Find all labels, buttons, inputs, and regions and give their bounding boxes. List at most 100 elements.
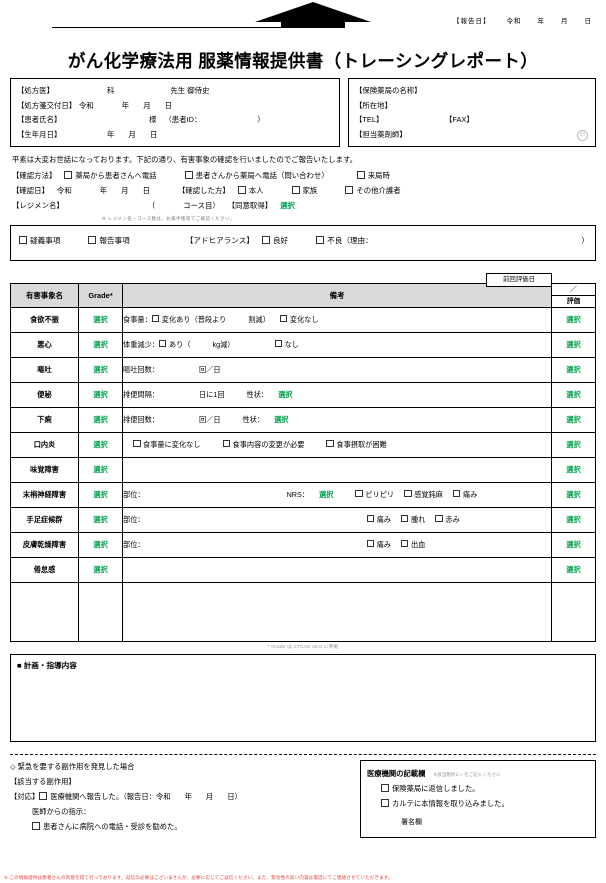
- note-stomatitis[interactable]: 食事量に変化なし 食事内容の変更が必要 食事摂取が困難: [122, 431, 552, 458]
- checkbox-method-visit[interactable]: [356, 170, 365, 179]
- checkbox-stomatitis-diet-change[interactable]: [222, 439, 231, 448]
- confirm-method-row[interactable]: 【確認方法】 薬局から患者さんへ電話 患者さんから薬局へ電話（問い合わせ） 来局時: [12, 170, 596, 183]
- grade-select-nausea[interactable]: 選択: [93, 339, 108, 349]
- grade-blank[interactable]: [78, 581, 123, 642]
- grade-select-vomiting[interactable]: 選択: [93, 364, 108, 374]
- prescriber-row[interactable]: 【処方医】 科 先生 御侍史: [17, 84, 333, 98]
- checkbox-numbness[interactable]: [404, 489, 412, 498]
- regimen-row[interactable]: 【レジメン名】 （ コース目） 【同意取得】 選択: [12, 200, 596, 213]
- defecation-interval-label: 排便間隔：: [123, 389, 159, 399]
- eval-select-constipation[interactable]: 選択: [566, 389, 581, 399]
- checkbox-meal-unchanged[interactable]: [279, 314, 288, 323]
- ae-name-appetite-loss: 食欲不振: [10, 306, 79, 333]
- eval-select-vomiting[interactable]: 選択: [566, 364, 581, 374]
- checkbox-who-family[interactable]: [291, 185, 300, 194]
- confirm-date-row[interactable]: 【確認日】 令和 年 月 日 【確認した方】 本人 家族 その他介護者: [12, 185, 596, 198]
- grade-select-dysgeusia[interactable]: 選択: [93, 464, 108, 474]
- hospital-option-1-row[interactable]: カルテに本情報を取り込みました。: [367, 796, 589, 811]
- stool-form-select-constipation[interactable]: 選択: [278, 389, 293, 399]
- grade-select-constipation[interactable]: 選択: [93, 389, 108, 399]
- grade-select-diarrhea[interactable]: 選択: [93, 414, 108, 424]
- note-fatigue[interactable]: [122, 556, 552, 583]
- note-dry-skin[interactable]: 部位： 痛み 出血: [122, 531, 552, 558]
- checkbox-weight-loss-yes[interactable]: [158, 339, 167, 348]
- note-blank[interactable]: [122, 581, 552, 642]
- grade-select-fatigue[interactable]: 選択: [93, 564, 108, 574]
- note-hand-foot-syndrome[interactable]: 部位： 痛み 腫れ 赤み: [122, 506, 552, 533]
- matter-option-0: 疑義事項: [30, 235, 61, 245]
- matter-option-1: 報告事項: [99, 235, 130, 245]
- grade-select-hand-foot-syndrome[interactable]: 選択: [93, 514, 108, 524]
- grade-select-dry-skin[interactable]: 選択: [93, 539, 108, 549]
- dashed-divider: [10, 753, 596, 755]
- pharmacist-row[interactable]: 【担当薬剤師】: [355, 129, 407, 139]
- eval-blank[interactable]: [551, 581, 596, 642]
- checkbox-hfs-redness[interactable]: [435, 514, 443, 523]
- note-dysgeusia[interactable]: [122, 456, 552, 483]
- site-label-hfs: 部位：: [123, 514, 145, 524]
- checkbox-replied-pharmacy[interactable]: [381, 784, 389, 793]
- eval-select-hand-foot-syndrome[interactable]: 選択: [566, 514, 581, 524]
- signature-field[interactable]: 署名欄: [401, 819, 422, 827]
- eval-select-nausea[interactable]: 選択: [566, 339, 581, 349]
- checkbox-hfs-swelling[interactable]: [400, 514, 409, 523]
- pharmacy-address-row[interactable]: 【所在地】: [355, 100, 392, 110]
- note-peripheral-neuropathy[interactable]: 部位： NRS： 選択 ピリピリ 感覚鈍麻 痛み: [122, 481, 552, 508]
- checkbox-dryskin-pain[interactable]: [366, 539, 375, 548]
- consent-select[interactable]: 選択: [280, 200, 295, 210]
- patient-name-row[interactable]: 【患者氏名】 様 （患者ID： ）: [17, 113, 333, 127]
- checkbox-meal-changed[interactable]: [151, 314, 160, 323]
- checkbox-adherence-good[interactable]: [261, 235, 270, 244]
- checkbox-report-matter[interactable]: [88, 235, 97, 244]
- checkbox-who-caregiver[interactable]: [345, 185, 354, 194]
- note-appetite-loss[interactable]: 食事量： 変化あり（普段より 割減） 変化なし: [122, 306, 552, 333]
- doctor-instruction-row[interactable]: 医師からの指示：: [10, 805, 350, 820]
- note-nausea[interactable]: 体重減少： あり（ kg減） なし: [122, 331, 552, 358]
- checkbox-who-self[interactable]: [237, 185, 246, 194]
- checkbox-stomatitis-cannot-eat[interactable]: [326, 439, 334, 448]
- note-constipation[interactable]: 排便間隔： 日に1回 性状： 選択: [122, 381, 552, 408]
- eval-select-peripheral-neuropathy[interactable]: 選択: [566, 489, 581, 499]
- method-option-0: 薬局から患者さんへ電話: [75, 170, 157, 180]
- eval-select-dry-skin[interactable]: 選択: [566, 539, 581, 549]
- birthdate-row[interactable]: 【生年月日】 年 月 日: [17, 128, 333, 142]
- checkbox-stomatitis-no-change[interactable]: [133, 439, 141, 448]
- emergency-target-label[interactable]: 【該当する副作用】: [10, 776, 76, 786]
- checkbox-adherence-poor[interactable]: [316, 235, 325, 244]
- birth-day: 日: [149, 129, 158, 139]
- checkbox-hfs-pain[interactable]: [366, 514, 375, 523]
- checkbox-imported-chart[interactable]: [381, 799, 389, 808]
- eval-select-appetite-loss[interactable]: 選択: [566, 314, 581, 324]
- checkbox-advised-patient[interactable]: [32, 821, 40, 830]
- note-vomiting[interactable]: 嘔吐回数： 回／日: [122, 356, 552, 383]
- checkbox-method-pharmacy-call[interactable]: [64, 170, 73, 179]
- plan-box[interactable]: ■ 計画・指導内容: [10, 653, 596, 742]
- grade-select-peripheral-neuropathy[interactable]: 選択: [93, 489, 108, 499]
- checkbox-reported-hospital[interactable]: [39, 791, 48, 800]
- emergency-action2-row[interactable]: 患者さんに病院への電話・受診を勧めた。: [10, 820, 350, 835]
- note-diarrhea[interactable]: 排便回数： 回／日 性状： 選択: [122, 406, 552, 433]
- nrs-select[interactable]: 選択: [318, 489, 334, 499]
- eval-select-diarrhea[interactable]: 選択: [566, 414, 581, 424]
- prescription-date-row[interactable]: 【処方箋交付日】 令和 年 月 日: [17, 99, 333, 113]
- checkbox-tingling[interactable]: [355, 489, 363, 498]
- grade-select-appetite-loss[interactable]: 選択: [93, 314, 108, 324]
- eval-select-fatigue[interactable]: 選択: [566, 564, 581, 574]
- checkbox-dryskin-bleeding[interactable]: [400, 539, 409, 548]
- pharmacy-name-row[interactable]: 【保険薬局の名称】: [355, 86, 422, 96]
- checkbox-weight-loss-no[interactable]: [274, 339, 282, 348]
- grade-select-stomatitis[interactable]: 選択: [93, 439, 108, 449]
- eval-select-stomatitis[interactable]: 選択: [566, 439, 581, 449]
- th-ae-name: 有害事象名: [10, 282, 79, 308]
- checkbox-pain-neuro[interactable]: [452, 489, 461, 498]
- ae-name-blank[interactable]: [10, 581, 79, 642]
- report-date-field[interactable]: 【報告日】 令和 年 月 日: [453, 15, 592, 25]
- checkbox-query-matter[interactable]: [19, 235, 27, 244]
- stool-form-select-diarrhea[interactable]: 選択: [274, 414, 289, 424]
- stool-form-label: 性状：: [246, 389, 269, 399]
- eval-select-dysgeusia[interactable]: 選択: [566, 464, 581, 474]
- hospital-option-0-row[interactable]: 保険薬局に返信しました。: [367, 781, 589, 796]
- checkbox-method-patient-call[interactable]: [184, 170, 193, 179]
- emergency-action-row[interactable]: 【対応】 医療機関へ報告した。（報告日：令和 年 月 日）: [10, 790, 350, 805]
- pharmacy-tel-fax-row[interactable]: 【TEL】 【FAX】: [355, 113, 589, 127]
